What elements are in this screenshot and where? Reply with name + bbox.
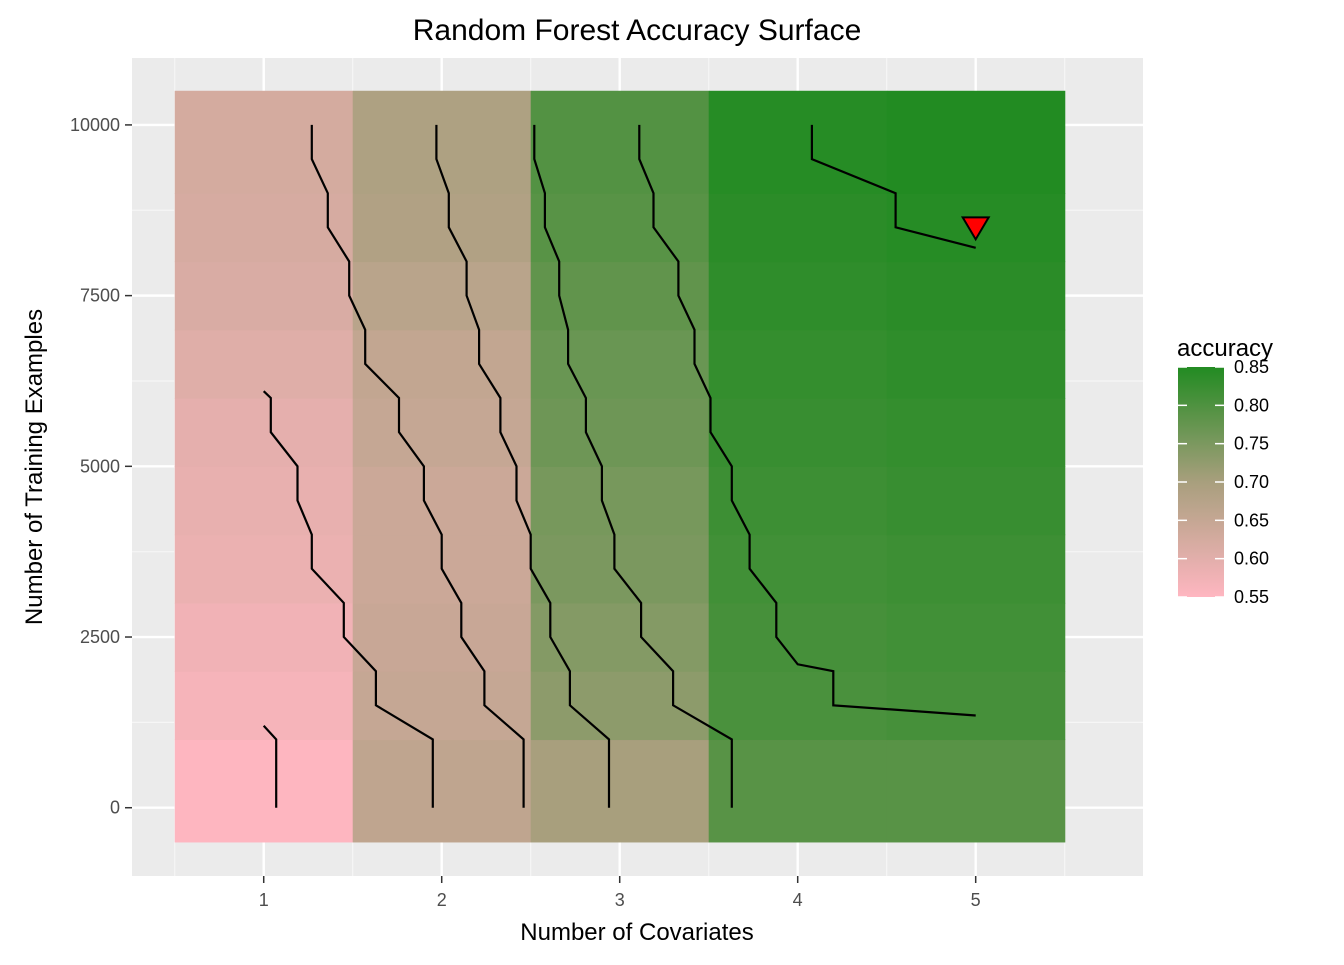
colorbar-tick-label: 0.65 (1234, 510, 1269, 530)
heatmap-tile (708, 671, 888, 741)
heatmap-tile (708, 329, 888, 399)
contour-line (310, 124, 525, 808)
contour-line (638, 124, 976, 717)
best-accuracy-marker (960, 216, 991, 242)
heatmap-tile (886, 329, 1066, 399)
contour-line (810, 124, 976, 249)
heatmap-tile (708, 466, 888, 536)
heatmap-tile (174, 534, 354, 604)
contour-line (262, 390, 434, 808)
heatmap-tile (174, 329, 354, 399)
heatmap-tile (708, 534, 888, 604)
y-axis-title: Number of Training Examples (21, 309, 48, 625)
heatmap-tile (352, 739, 532, 843)
heatmap-tile (174, 602, 354, 672)
x-tick-label: 5 (971, 890, 981, 910)
colorbar-tick-label: 0.70 (1234, 472, 1269, 492)
heatmap-tile (174, 739, 354, 843)
heatmap-tile (530, 90, 710, 194)
colorbar-tick-label: 0.60 (1234, 549, 1269, 569)
heatmap-tile (886, 398, 1066, 467)
y-tick-label: 7500 (80, 286, 120, 306)
x-axis-title: Number of Covariates (520, 919, 753, 946)
y-tick-label: 10000 (70, 115, 120, 135)
heatmap-tile (174, 193, 354, 263)
heatmap-tile (886, 602, 1066, 672)
colorbar-tick-label: 0.75 (1234, 434, 1269, 454)
heatmap-tile (530, 671, 710, 741)
heatmap-tile (708, 261, 888, 331)
heatmap-tile (530, 534, 710, 604)
heatmap-tile (530, 739, 710, 843)
heatmap-tile (886, 261, 1066, 331)
heatmap-tile (352, 671, 532, 741)
heatmap-tile (174, 671, 354, 741)
heatmap-tile (352, 261, 532, 331)
heatmap-tile (886, 90, 1066, 194)
heatmap-tile (352, 466, 532, 536)
heatmap-tile (530, 329, 710, 399)
heatmap-tile (530, 398, 710, 467)
contour-line (262, 725, 278, 808)
heatmap-tile (530, 261, 710, 331)
heatmap-tile (886, 739, 1066, 843)
y-tick-label: 2500 (80, 627, 120, 647)
legend-title: accuracy (1177, 335, 1273, 362)
chart-title: Random Forest Accuracy Surface (413, 14, 862, 47)
heatmap-tile (530, 602, 710, 672)
heatmap-tile (886, 534, 1066, 604)
colorbar-tick-label: 0.85 (1234, 357, 1269, 377)
heatmap-tile (708, 602, 888, 672)
contour-line (533, 124, 733, 808)
heatmap-tile (352, 329, 532, 399)
heatmap-tile (352, 398, 532, 467)
heatmap-tile (530, 193, 710, 263)
heatmap-tile (174, 90, 354, 194)
heatmap-tile (174, 466, 354, 536)
heatmap-tile (708, 193, 888, 263)
x-tick-label: 1 (259, 890, 269, 910)
heatmap-tile (886, 671, 1066, 741)
heatmap-tile (174, 261, 354, 331)
heatmap-tile (352, 602, 532, 672)
x-tick-label: 3 (615, 890, 625, 910)
contour-line (435, 124, 611, 808)
colorbar-tick-label: 0.80 (1234, 395, 1269, 415)
y-tick-label: 0 (110, 798, 120, 818)
heatmap-tile (352, 193, 532, 263)
heatmap-tile (886, 466, 1066, 536)
heatmap-tile (708, 739, 888, 843)
heatmap-tile (530, 466, 710, 536)
x-tick-label: 2 (437, 890, 447, 910)
heatmap-tile (352, 90, 532, 194)
heatmap-tile (708, 398, 888, 467)
y-tick-label: 5000 (80, 456, 120, 476)
heatmap-tile (174, 398, 354, 467)
x-tick-label: 4 (793, 890, 803, 910)
colorbar-tick-label: 0.55 (1234, 587, 1269, 607)
